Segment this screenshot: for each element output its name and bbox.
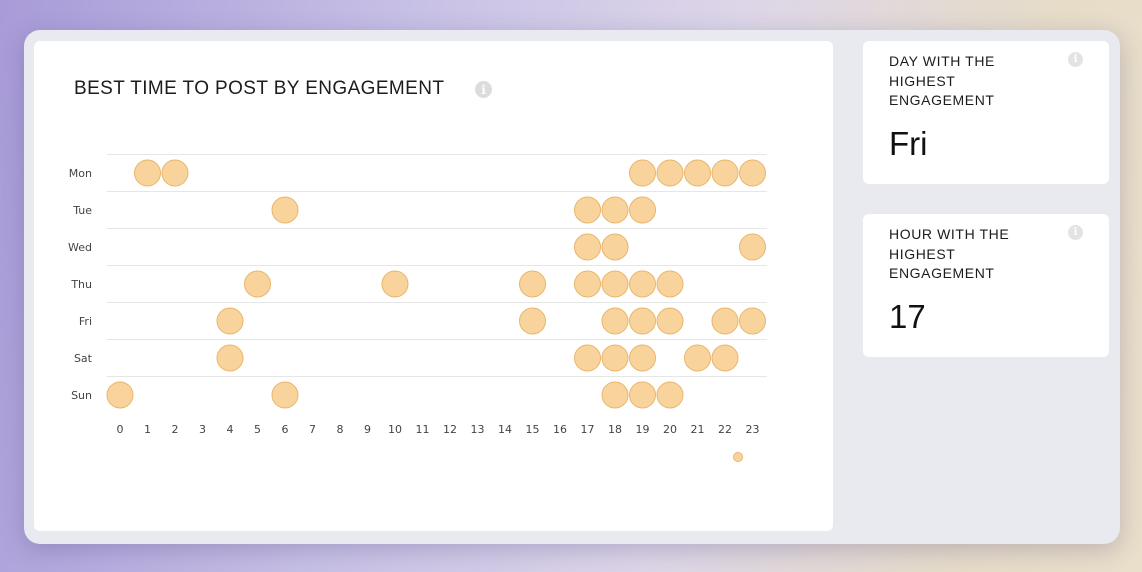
- data-point: [684, 159, 711, 187]
- hour-stat-card: HOUR WITH THE HIGHEST ENGAGEMENT i 17: [863, 214, 1109, 357]
- x-tick-label: 22: [718, 423, 732, 436]
- x-tick-label: 16: [553, 423, 567, 436]
- data-point: [739, 159, 766, 187]
- x-tick-label: 0: [117, 423, 124, 436]
- data-point: [739, 307, 766, 335]
- x-tick-label: 12: [443, 423, 457, 436]
- x-tick-label: 4: [227, 423, 234, 436]
- data-point: [629, 159, 656, 187]
- data-point: [629, 381, 656, 409]
- x-tick-label: 1: [144, 423, 151, 436]
- x-tick-label: 5: [254, 423, 261, 436]
- x-tick-label: 15: [526, 423, 540, 436]
- data-point: [601, 307, 629, 335]
- x-tick-label: 9: [364, 423, 371, 436]
- x-tick-label: 8: [337, 423, 344, 436]
- data-point: [519, 270, 546, 298]
- x-tick-label: 13: [471, 423, 485, 436]
- x-tick-label: 2: [172, 423, 179, 436]
- data-point: [271, 196, 299, 224]
- data-point: [244, 270, 271, 298]
- chart-card: [34, 41, 833, 531]
- data-point: [271, 381, 299, 409]
- x-tick-label: 23: [746, 423, 760, 436]
- data-point: [519, 307, 546, 335]
- data-point: [216, 344, 244, 372]
- x-tick-label: 19: [636, 423, 650, 436]
- data-point: [629, 196, 656, 224]
- x-tick-label: 20: [663, 423, 677, 436]
- data-point: [656, 307, 684, 335]
- x-tick-label: 11: [416, 423, 430, 436]
- data-point: [711, 307, 739, 335]
- data-point: [629, 307, 656, 335]
- chart-title: BEST TIME TO POST BY ENGAGEMENT: [74, 78, 445, 99]
- y-tick-label: Fri: [79, 315, 92, 328]
- data-point: [601, 270, 629, 298]
- data-point: [601, 381, 629, 409]
- data-point: [216, 307, 244, 335]
- data-point: [574, 270, 601, 298]
- x-tick-label: 17: [581, 423, 595, 436]
- data-point: [629, 344, 656, 372]
- x-tick-label: 3: [199, 423, 206, 436]
- y-tick-label: Tue: [72, 204, 92, 217]
- data-point: [656, 381, 684, 409]
- data-point: [629, 270, 656, 298]
- y-tick-label: Sat: [74, 352, 93, 365]
- data-point: [574, 196, 601, 224]
- legend-dot: [733, 452, 743, 462]
- day-stat-label: DAY WITH THE HIGHEST ENGAGEMENT: [889, 53, 995, 108]
- x-tick-label: 7: [309, 423, 316, 436]
- hour-stat-value: 17: [889, 298, 926, 335]
- y-tick-label: Wed: [68, 241, 92, 254]
- info-icon[interactable]: i: [1068, 225, 1083, 240]
- data-point: [739, 233, 766, 261]
- y-tick-label: Sun: [71, 389, 92, 402]
- data-point: [684, 344, 711, 372]
- data-point: [134, 159, 161, 187]
- data-point: [574, 233, 601, 261]
- data-point: [711, 344, 739, 372]
- data-point: [601, 233, 629, 261]
- data-point: [601, 344, 629, 372]
- x-tick-label: 21: [691, 423, 705, 436]
- data-point: [381, 270, 409, 298]
- y-tick-label: Mon: [69, 167, 92, 180]
- day-stat-value: Fri: [889, 125, 928, 162]
- data-point: [656, 270, 684, 298]
- data-point: [601, 196, 629, 224]
- x-tick-label: 14: [498, 423, 512, 436]
- y-tick-label: Thu: [70, 278, 92, 291]
- info-icon[interactable]: i: [475, 81, 492, 98]
- data-point: [574, 344, 601, 372]
- info-icon[interactable]: i: [1068, 52, 1083, 67]
- hour-stat-label: HOUR WITH THE HIGHEST ENGAGEMENT: [889, 226, 1010, 281]
- day-stat-card: DAY WITH THE HIGHEST ENGAGEMENT i Fri: [863, 41, 1109, 184]
- x-tick-label: 10: [388, 423, 402, 436]
- x-tick-label: 18: [608, 423, 622, 436]
- data-point: [711, 159, 739, 187]
- data-point: [106, 381, 134, 409]
- data-point: [656, 159, 684, 187]
- data-point: [161, 159, 189, 187]
- x-tick-label: 6: [282, 423, 289, 436]
